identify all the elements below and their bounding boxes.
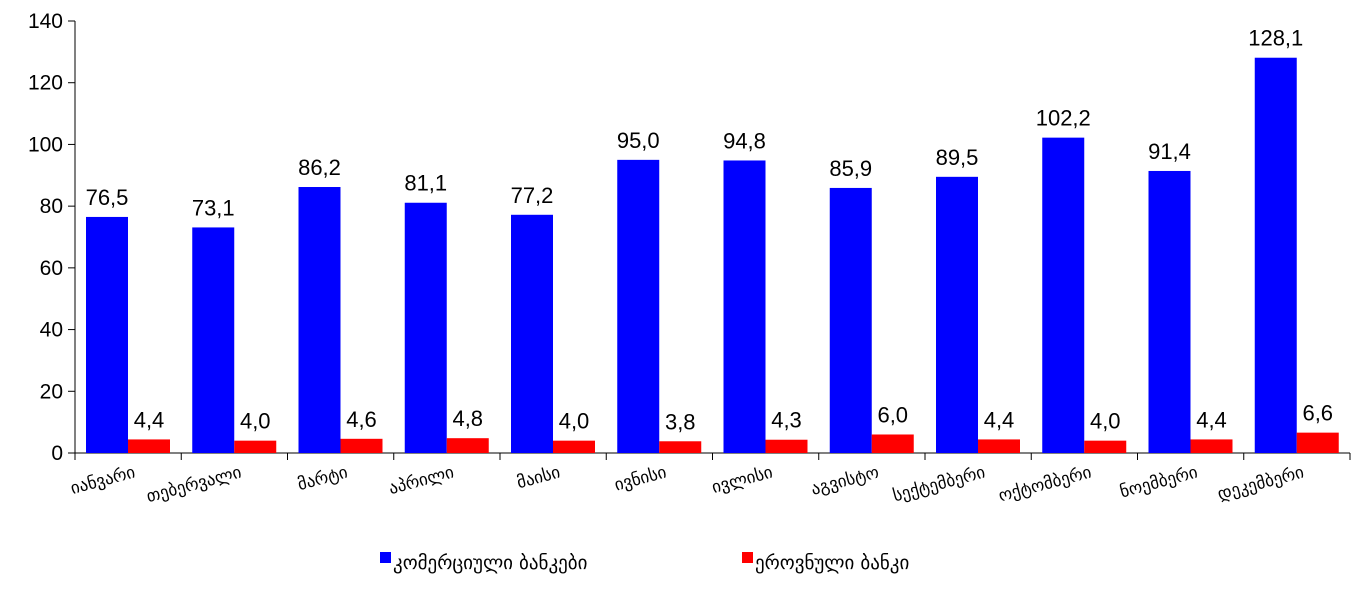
y-tick-label: 60 bbox=[40, 257, 63, 280]
data-label: 4,0 bbox=[559, 409, 590, 434]
bar-commercial-banks bbox=[511, 214, 553, 453]
data-label: 3,8 bbox=[665, 409, 696, 434]
x-category-label: მარტი bbox=[296, 463, 350, 496]
data-label: 4,6 bbox=[346, 407, 377, 432]
data-label: 81,1 bbox=[404, 171, 447, 196]
data-label: 76,5 bbox=[86, 185, 129, 210]
data-label: 6,6 bbox=[1302, 401, 1333, 426]
bar-commercial-banks bbox=[1254, 57, 1297, 453]
data-label: 102,2 bbox=[1036, 106, 1091, 131]
bar-national-bank bbox=[765, 439, 808, 453]
data-label: 77,2 bbox=[511, 183, 554, 208]
y-tick-label: 0 bbox=[51, 442, 63, 465]
legend-swatch bbox=[380, 552, 391, 563]
bar-national-bank bbox=[1084, 440, 1127, 453]
y-axis: 0 20 40 60 80 100 120 140 bbox=[28, 10, 76, 465]
x-axis bbox=[74, 452, 1351, 460]
y-tick-label: 120 bbox=[28, 72, 63, 95]
data-label: 86,2 bbox=[298, 155, 341, 180]
x-category-label: ივლისი bbox=[710, 463, 775, 498]
data-label: 4,4 bbox=[984, 407, 1015, 432]
bar-national-bank bbox=[659, 441, 702, 453]
legend-label: ეროვნული ბანკი bbox=[755, 552, 909, 574]
legend-swatch bbox=[742, 552, 753, 563]
bar-commercial-banks bbox=[617, 159, 660, 453]
bar-commercial-banks bbox=[298, 187, 341, 454]
bar-national-bank bbox=[1190, 439, 1233, 453]
bar-commercial-banks bbox=[404, 202, 447, 453]
bar-commercial-banks bbox=[723, 160, 766, 453]
bar-commercial-banks bbox=[192, 227, 235, 453]
bar-national-bank bbox=[128, 439, 170, 453]
category-labels: იანვარი თებერვალი მარტი აპრილი მაისი ივნისი ივ… bbox=[68, 463, 1306, 508]
data-label: 4,8 bbox=[452, 406, 483, 431]
data-label: 4,4 bbox=[134, 407, 165, 432]
bar-commercial-banks bbox=[936, 176, 978, 454]
bar-national-bank bbox=[978, 439, 1020, 453]
legend-label: კომერციული ბანკები bbox=[393, 552, 587, 574]
data-label: 73,1 bbox=[192, 195, 235, 220]
data-label: 91,4 bbox=[1148, 139, 1191, 164]
bar-commercial-banks bbox=[1042, 137, 1085, 453]
bar-commercial-banks bbox=[86, 216, 128, 453]
y-tick-label: 140 bbox=[28, 10, 63, 33]
bars bbox=[86, 57, 1339, 454]
data-label: 89,5 bbox=[936, 145, 979, 170]
x-category-label: აპრილი bbox=[387, 463, 456, 500]
x-category-label: თებერვალი bbox=[144, 463, 243, 508]
x-category-label: სექტემბერი bbox=[891, 463, 988, 507]
bar-national-bank bbox=[871, 434, 914, 453]
bar-national-bank bbox=[553, 440, 595, 453]
y-tick-label: 100 bbox=[28, 133, 63, 156]
x-category-label: მაისი bbox=[515, 463, 563, 494]
x-category-label: იანვარი bbox=[68, 463, 137, 499]
data-label: 94,8 bbox=[723, 128, 766, 153]
x-category-label: აგვისტო bbox=[809, 463, 881, 500]
legend: კომერციული ბანკები ეროვნული ბანკი bbox=[380, 552, 909, 574]
data-label: 4,0 bbox=[240, 409, 271, 434]
x-category-label: ნოემბერი bbox=[1118, 463, 1200, 503]
data-label: 85,9 bbox=[829, 156, 872, 181]
data-label: 4,4 bbox=[1196, 407, 1227, 432]
bar-national-bank bbox=[340, 438, 383, 453]
data-label: 128,1 bbox=[1248, 26, 1303, 51]
data-label: 6,0 bbox=[877, 402, 908, 427]
data-label: 95,0 bbox=[617, 128, 660, 153]
x-category-label: დეკემბერი bbox=[1216, 463, 1307, 505]
bar-commercial-banks bbox=[1148, 170, 1191, 454]
x-category-label: ოქტომბერი bbox=[997, 463, 1094, 507]
data-label: 4,0 bbox=[1090, 409, 1121, 434]
y-tick-label: 80 bbox=[40, 195, 63, 218]
bar-national-bank bbox=[234, 440, 277, 453]
bar-national-bank bbox=[446, 438, 489, 453]
y-tick-label: 20 bbox=[40, 380, 63, 403]
y-tick-label: 40 bbox=[40, 319, 63, 342]
bar-commercial-banks bbox=[829, 187, 872, 454]
data-label: 4,3 bbox=[771, 408, 802, 433]
x-category-label: ივნისი bbox=[612, 463, 668, 496]
data-labels: 76,5 73,1 86,2 81,1 77,2 95,0 94,8 85,9 89,5 102,… bbox=[86, 26, 1333, 435]
bar-national-bank bbox=[1296, 432, 1339, 453]
